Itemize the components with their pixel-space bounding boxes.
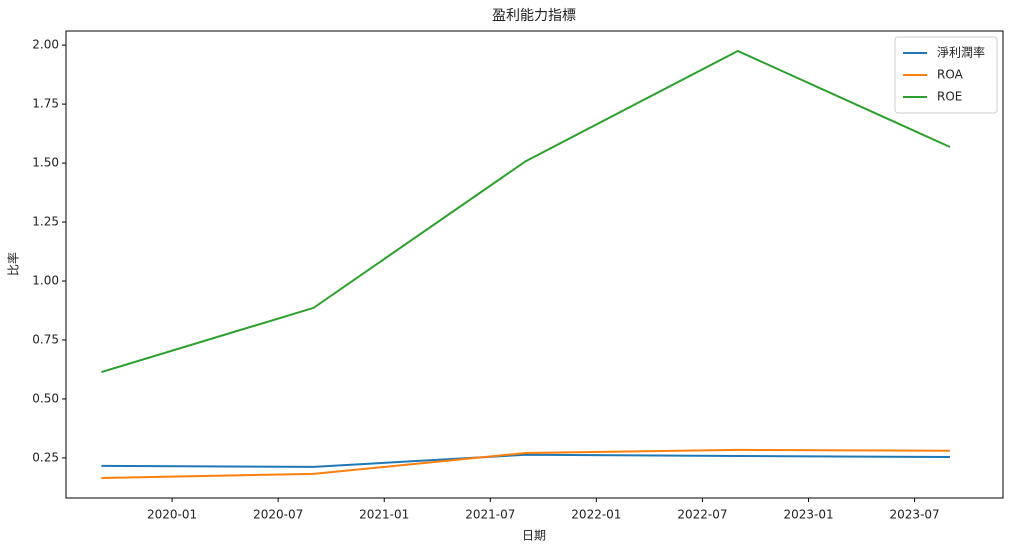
x-tick-label: 2021-01 [359, 508, 409, 522]
y-tick-label: 1.75 [32, 97, 59, 111]
y-tick-label: 0.50 [32, 391, 59, 405]
legend-box [894, 36, 998, 114]
y-tick-label: 1.00 [32, 274, 59, 288]
legend-label: ROE [937, 90, 962, 104]
y-axis-label: 比率 [6, 252, 21, 276]
legend-label: 淨利潤率 [937, 45, 985, 60]
data-line [101, 448, 951, 479]
x-tick-label: 2022-07 [677, 508, 727, 522]
legend: 淨利潤率 ROA ROE [894, 36, 998, 114]
x-axis-label: 日期 [522, 529, 546, 543]
x-tick-label: 2023-01 [783, 508, 833, 522]
chart-title: 盈利能力指標 [492, 8, 576, 24]
y-tick-label: 1.50 [32, 156, 59, 170]
legend-label: ROA [937, 68, 964, 82]
data-line [101, 453, 951, 468]
x-tick-label: 2021-07 [465, 508, 515, 522]
y-tick-label: 1.25 [32, 215, 59, 229]
x-tick-label: 2020-01 [147, 508, 197, 522]
x-tick-label: 2022-01 [571, 508, 621, 522]
x-tick-label: 2020-07 [253, 508, 303, 522]
data-line [101, 49, 951, 374]
y-tick-label: 2.00 [32, 38, 59, 52]
plot-frame [65, 30, 1004, 499]
x-tick-label: 2023-07 [890, 508, 940, 522]
y-tick-label: 0.25 [32, 450, 59, 464]
y-tick-label: 0.75 [32, 332, 59, 346]
